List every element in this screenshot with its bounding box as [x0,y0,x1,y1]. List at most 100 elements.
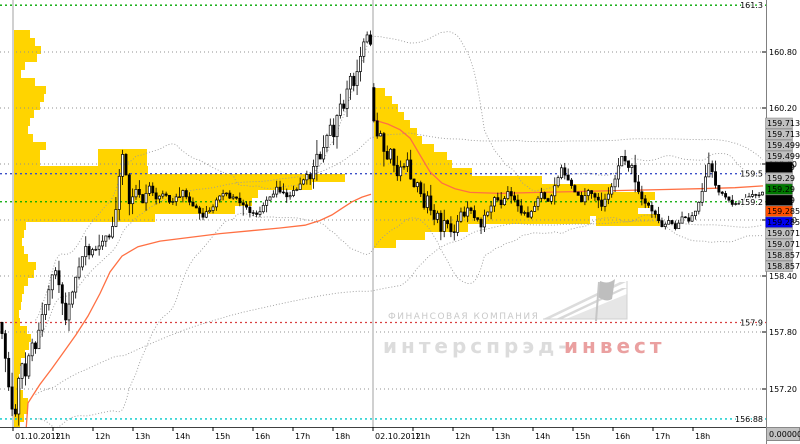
candlestick-series [0,30,764,426]
candle-body [211,206,215,211]
profile-row [374,240,396,248]
candle-body [7,357,11,388]
candle-body [526,212,530,218]
candle-body [452,231,456,233]
candle-body [338,103,342,116]
candle-body [395,164,399,177]
candle-body [107,235,111,238]
candle-body [506,191,510,199]
candle-body [17,378,21,415]
price-tick-label: 160.80 [769,48,797,57]
profile-row [374,200,650,208]
candle-body [80,256,84,268]
candle-body [352,75,356,86]
profile-row [374,128,417,136]
candle-body [466,207,470,217]
candle-body [198,207,202,214]
profile-row [13,206,235,214]
candle-body [214,199,218,208]
candle-body [181,190,185,198]
candle-body [315,153,319,167]
candle-body [127,174,131,205]
profile-row [13,398,28,406]
candle-body [553,185,557,197]
candle-body [47,289,51,306]
candle-body [472,210,476,219]
candle-body [228,192,232,199]
candle-body [27,355,31,377]
candle-body [134,189,138,198]
price-label-text: 159.29 [767,163,795,172]
candle-body [335,115,339,138]
time-tick-label: 13h [495,432,510,441]
candle-body [720,191,724,194]
candle-body [13,408,17,415]
candle-body [539,192,543,199]
profile-row [374,120,410,128]
candle-body [144,193,148,204]
profile-row [374,232,425,240]
candle-body [667,220,671,225]
candle-body [717,184,721,193]
candle-body [231,196,235,199]
candle-body [523,212,527,214]
candle-body [10,386,14,410]
candle-body [37,329,41,350]
candle-body [740,199,744,204]
time-tick-label: 11h [55,432,70,441]
candle-body [154,192,158,200]
candle-body [67,303,71,321]
time-tick-label: 01.10.2012 [15,432,61,441]
profile-row [13,374,19,382]
candle-body [369,34,372,45]
watermark: ФИНАНСОВАЯ КОМПАНИЯ интерспрэд- инвест [383,279,662,358]
watermark-company-line: ФИНАНСОВАЯ КОМПАНИЯ [388,312,539,322]
candle-body [660,220,664,227]
volume-profile-day1 [13,30,345,427]
profile-row [13,30,30,38]
candle-body [147,185,151,194]
level-label: 159.5 [740,170,763,179]
candle-body [251,212,255,214]
candle-body [171,201,175,203]
time-tick-label: 14h [175,432,190,441]
candle-body [426,195,429,208]
candle-body [44,304,48,315]
candle-body [382,133,386,152]
candle-body [727,196,731,201]
candle-body [141,194,145,204]
candle-body [637,181,640,193]
candle-body [188,196,192,203]
candle-body [549,195,553,202]
price-tick-label: 157.20 [769,385,797,394]
candle-body [697,201,701,212]
time-tick-label: 18h [335,432,350,441]
candle-body [670,220,674,224]
level-label: 159.2 [740,198,763,207]
candle-body [456,220,460,233]
candle-body [496,197,500,201]
candle-body [117,175,121,210]
candle-body [322,147,326,160]
candle-body [348,75,352,90]
level-labels: 161.3 159.5 159.2 157.9 156.88 [734,0,765,425]
candle-body [643,198,647,204]
candle-body [365,34,369,43]
candle-body [583,195,587,203]
candle-body [121,154,125,177]
candle-body [489,205,493,213]
time-tick-label: 14h [535,432,550,441]
candle-body [683,216,687,219]
price-label-text: 159.071 [767,229,800,238]
candle-body [499,199,503,206]
price-label-text: 159.29 [767,196,795,205]
candle-body [744,197,748,201]
price-tick-label: 157.80 [769,328,797,337]
candle-body [168,194,171,203]
candle-body [476,217,480,220]
company-logo-icon [543,279,628,322]
profile-row [13,262,36,270]
bollinger-bands [35,31,763,427]
